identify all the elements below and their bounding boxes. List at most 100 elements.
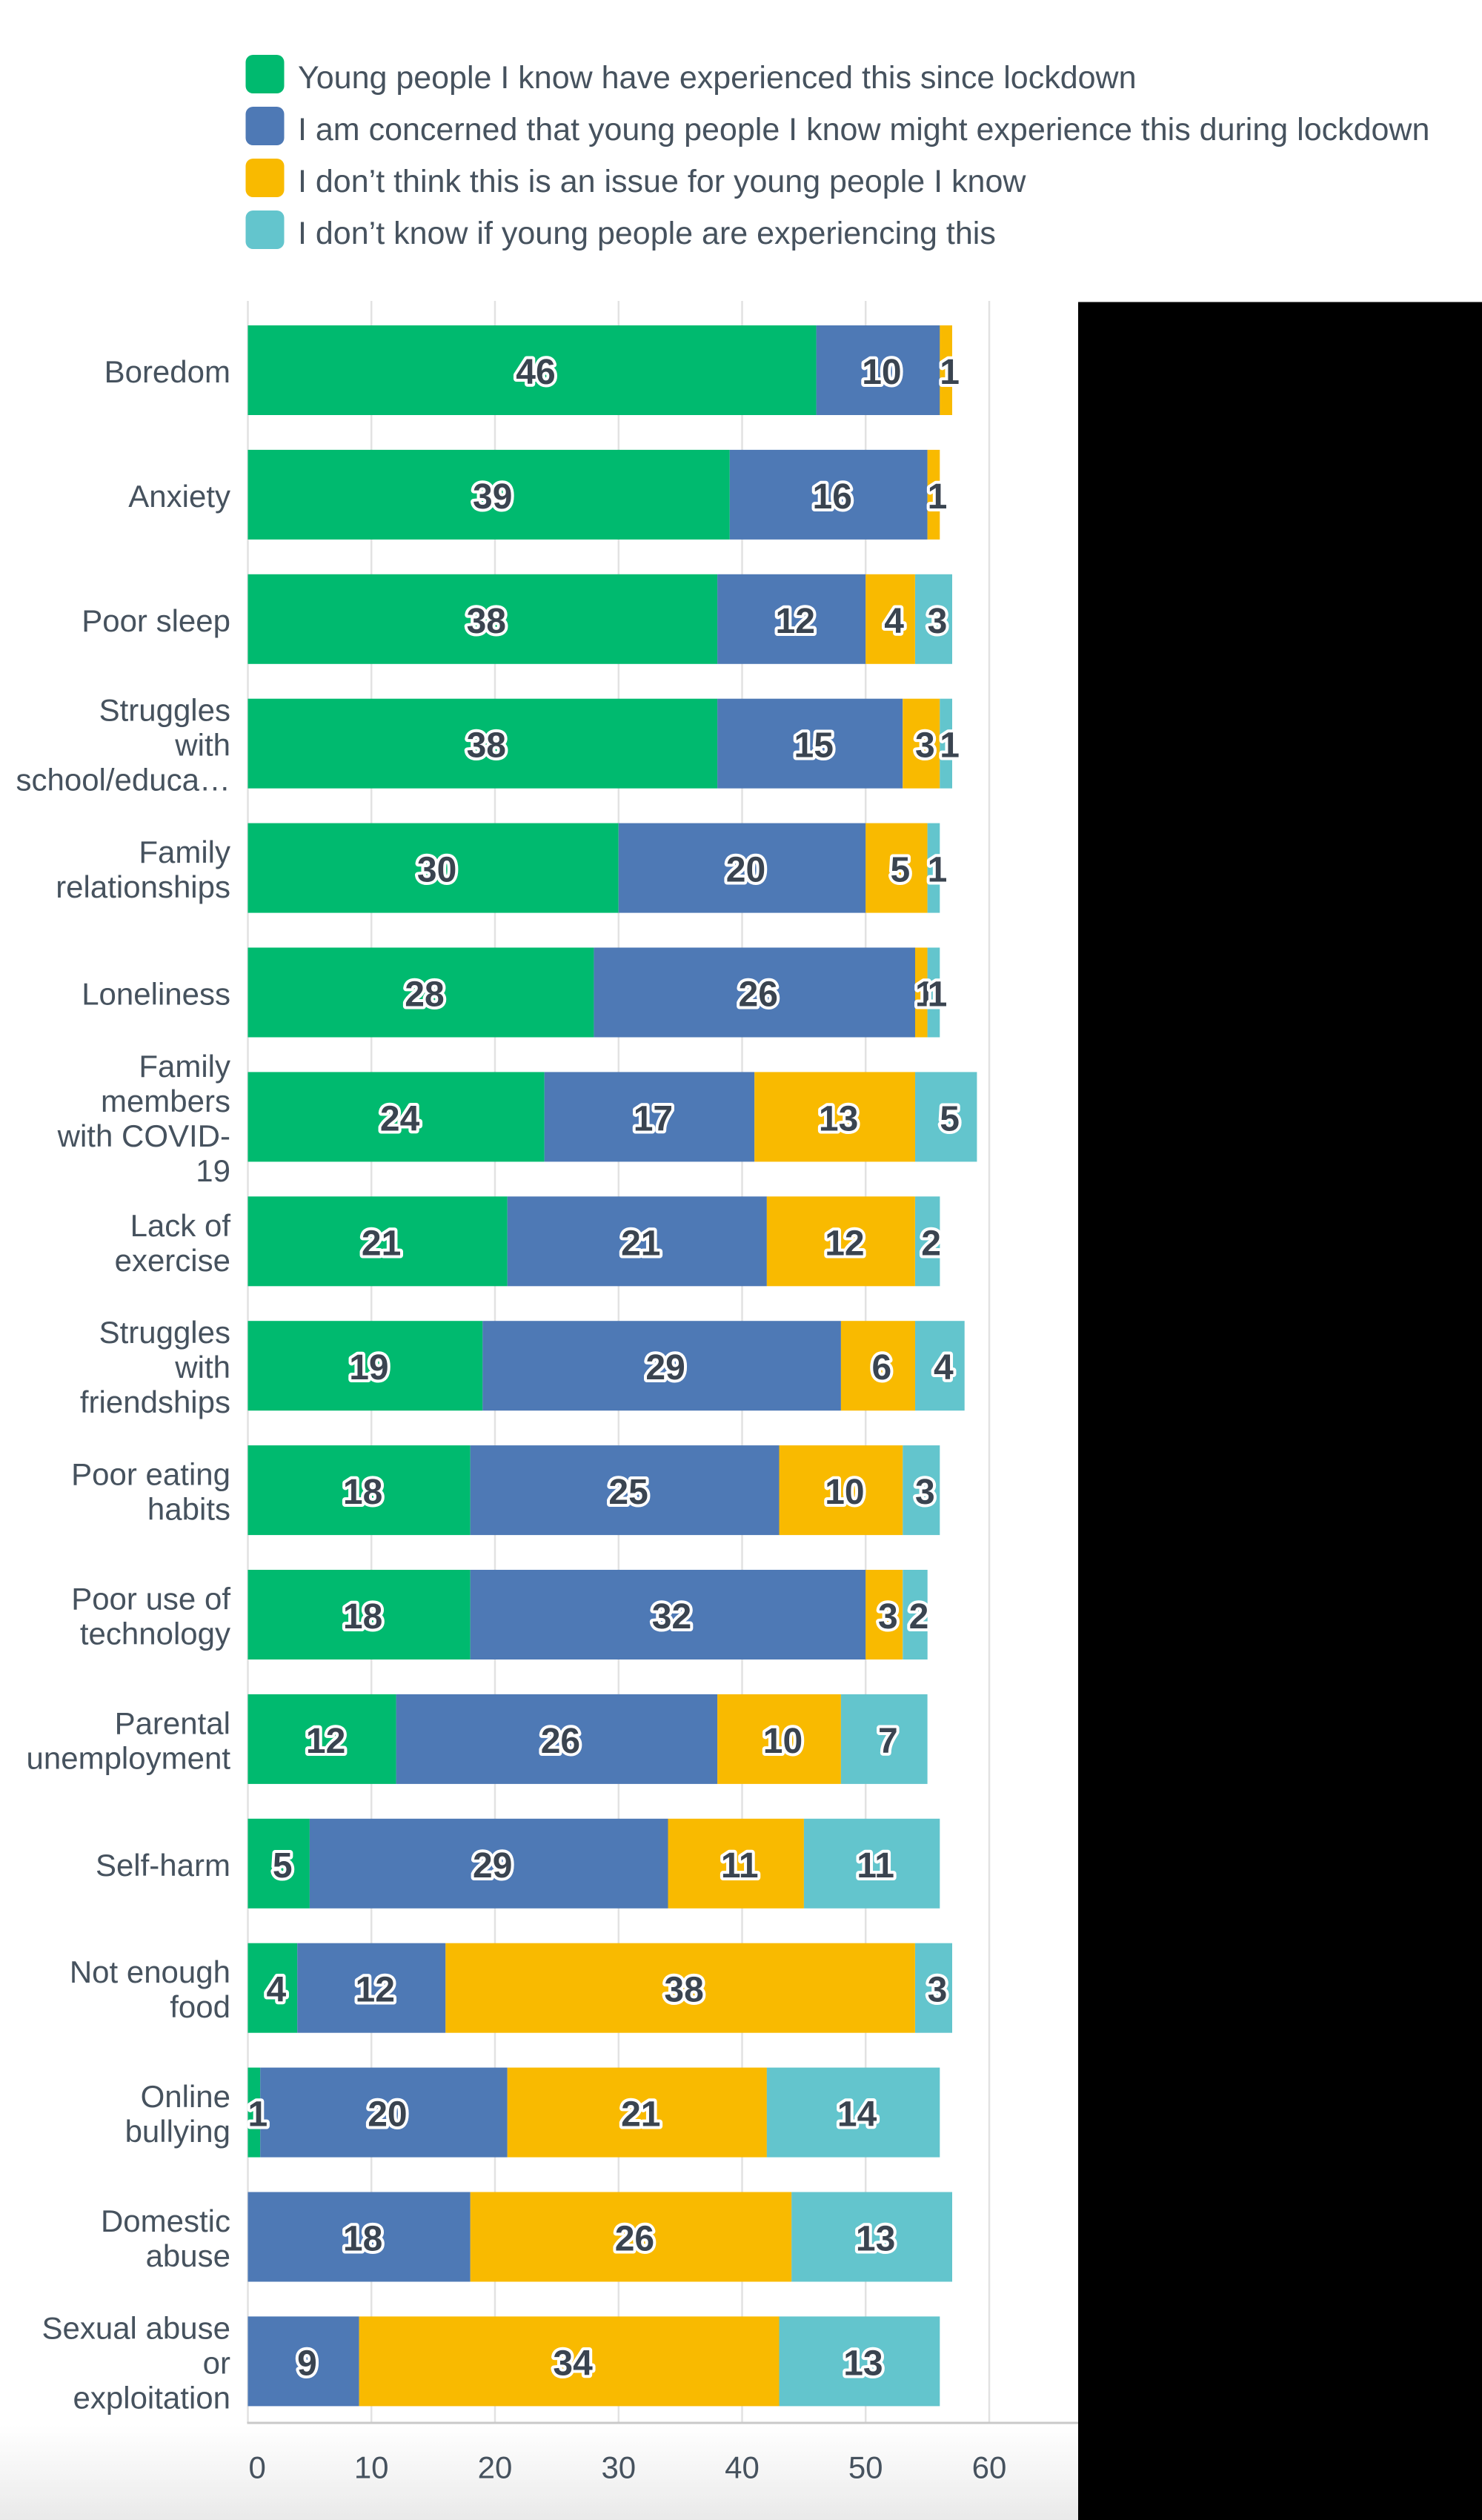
svg-text:13: 13 bbox=[819, 1099, 858, 1138]
svg-text:0: 0 bbox=[249, 2450, 266, 2485]
svg-text:30: 30 bbox=[601, 2450, 636, 2485]
svg-text:4: 4 bbox=[934, 1348, 954, 1387]
svg-text:5: 5 bbox=[273, 1846, 293, 1886]
svg-text:3: 3 bbox=[915, 726, 935, 766]
svg-text:25: 25 bbox=[608, 1473, 648, 1512]
svg-text:4: 4 bbox=[884, 602, 904, 641]
svg-text:relationships: relationships bbox=[56, 869, 230, 904]
svg-text:46: 46 bbox=[516, 353, 555, 392]
svg-text:Self-harm: Self-harm bbox=[96, 1848, 230, 1883]
svg-text:34: 34 bbox=[553, 2344, 593, 2383]
svg-text:20: 20 bbox=[726, 851, 765, 890]
svg-text:20: 20 bbox=[368, 2095, 407, 2135]
svg-text:16: 16 bbox=[813, 477, 852, 517]
svg-text:40: 40 bbox=[725, 2450, 760, 2485]
svg-text:7: 7 bbox=[878, 1722, 898, 1761]
svg-text:Parental: Parental bbox=[115, 1705, 230, 1740]
svg-text:15: 15 bbox=[794, 726, 834, 766]
svg-text:Lack of: Lack of bbox=[130, 1208, 231, 1243]
svg-text:24: 24 bbox=[380, 1099, 420, 1138]
svg-text:13: 13 bbox=[856, 2220, 895, 2259]
svg-text:10: 10 bbox=[825, 1473, 864, 1512]
svg-text:10: 10 bbox=[862, 353, 901, 392]
svg-text:18: 18 bbox=[343, 2220, 382, 2259]
svg-text:1: 1 bbox=[247, 2095, 268, 2135]
svg-text:60: 60 bbox=[972, 2450, 1007, 2485]
svg-text:habits: habits bbox=[147, 1492, 230, 1527]
svg-text:17: 17 bbox=[634, 1099, 673, 1138]
svg-text:5: 5 bbox=[940, 1099, 960, 1138]
svg-text:Online: Online bbox=[141, 2079, 230, 2114]
svg-text:Anxiety: Anxiety bbox=[128, 479, 230, 514]
svg-text:19: 19 bbox=[196, 1153, 230, 1188]
svg-text:with: with bbox=[174, 1350, 230, 1385]
svg-text:38: 38 bbox=[664, 1971, 703, 2010]
svg-text:Boredom: Boredom bbox=[104, 354, 230, 389]
svg-text:Poor eating: Poor eating bbox=[71, 1457, 230, 1492]
svg-text:21: 21 bbox=[362, 1224, 401, 1263]
svg-text:exercise: exercise bbox=[115, 1243, 230, 1278]
svg-text:10: 10 bbox=[763, 1722, 803, 1761]
svg-text:26: 26 bbox=[615, 2220, 654, 2259]
svg-text:26: 26 bbox=[739, 975, 778, 1015]
svg-text:I don’t think this is an issue: I don’t think this is an issue for young… bbox=[298, 164, 1026, 199]
svg-text:3: 3 bbox=[928, 1971, 948, 2010]
svg-text:exploitation: exploitation bbox=[73, 2380, 230, 2415]
svg-text:13: 13 bbox=[843, 2344, 883, 2383]
svg-text:11: 11 bbox=[857, 1846, 894, 1886]
svg-text:18: 18 bbox=[343, 1597, 382, 1637]
svg-text:Struggles: Struggles bbox=[99, 693, 230, 728]
svg-text:12: 12 bbox=[825, 1224, 864, 1263]
svg-text:14: 14 bbox=[837, 2095, 877, 2135]
svg-text:9: 9 bbox=[297, 2344, 317, 2383]
svg-text:bullying: bullying bbox=[125, 2114, 230, 2149]
svg-text:3: 3 bbox=[928, 602, 948, 641]
svg-text:Loneliness: Loneliness bbox=[82, 977, 230, 1012]
svg-text:2: 2 bbox=[921, 1224, 941, 1263]
svg-text:21: 21 bbox=[621, 1224, 660, 1263]
svg-text:29: 29 bbox=[473, 1846, 512, 1886]
svg-text:6: 6 bbox=[872, 1348, 892, 1387]
svg-text:unemployment: unemployment bbox=[27, 1740, 231, 1775]
svg-text:with COVID-: with COVID- bbox=[57, 1118, 230, 1153]
svg-text:12: 12 bbox=[776, 602, 815, 641]
svg-text:1: 1 bbox=[940, 726, 960, 766]
svg-text:29: 29 bbox=[645, 1348, 685, 1387]
svg-text:Sexual abuse: Sexual abuse bbox=[41, 2310, 230, 2345]
svg-text:or: or bbox=[203, 2345, 230, 2380]
svg-text:10: 10 bbox=[354, 2450, 389, 2485]
svg-text:food: food bbox=[170, 1989, 230, 2024]
svg-text:technology: technology bbox=[80, 1617, 230, 1651]
svg-text:28: 28 bbox=[405, 975, 444, 1015]
svg-text:26: 26 bbox=[541, 1722, 580, 1761]
svg-text:11: 11 bbox=[721, 1846, 759, 1886]
svg-text:members: members bbox=[101, 1084, 230, 1118]
svg-text:Struggles: Struggles bbox=[99, 1315, 230, 1350]
svg-text:38: 38 bbox=[467, 726, 506, 766]
svg-text:abuse: abuse bbox=[146, 2238, 230, 2273]
svg-text:5: 5 bbox=[891, 851, 911, 890]
svg-text:20: 20 bbox=[478, 2450, 513, 2485]
svg-text:50: 50 bbox=[848, 2450, 883, 2485]
svg-text:39: 39 bbox=[473, 477, 512, 517]
svg-text:19: 19 bbox=[349, 1348, 388, 1387]
svg-text:Young people I know have exper: Young people I know have experienced thi… bbox=[298, 60, 1137, 96]
svg-text:1: 1 bbox=[940, 353, 960, 392]
svg-text:1: 1 bbox=[928, 975, 948, 1015]
svg-text:with: with bbox=[174, 728, 230, 763]
svg-text:Family: Family bbox=[139, 1049, 230, 1084]
svg-text:21: 21 bbox=[621, 2095, 660, 2135]
svg-text:1: 1 bbox=[928, 851, 948, 890]
svg-text:friendships: friendships bbox=[80, 1385, 230, 1419]
svg-text:Domestic: Domestic bbox=[101, 2204, 230, 2238]
svg-text:3: 3 bbox=[878, 1597, 898, 1637]
svg-text:Family: Family bbox=[139, 835, 230, 869]
svg-text:38: 38 bbox=[467, 602, 506, 641]
svg-text:1: 1 bbox=[928, 477, 948, 517]
svg-text:I am concerned that young peop: I am concerned that young people I know … bbox=[298, 112, 1429, 147]
svg-text:Poor sleep: Poor sleep bbox=[82, 603, 230, 638]
svg-text:Not enough: Not enough bbox=[70, 1954, 230, 1989]
svg-text:I don’t know if young people a: I don’t know if young people are experie… bbox=[298, 216, 996, 251]
svg-text:3: 3 bbox=[915, 1473, 935, 1512]
svg-text:12: 12 bbox=[356, 1971, 395, 2010]
